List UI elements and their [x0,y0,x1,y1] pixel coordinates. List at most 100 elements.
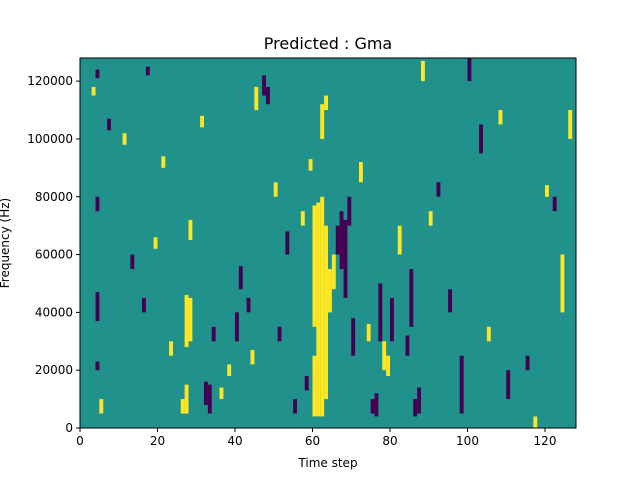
heatmap-cell-28 [250,349,255,365]
heatmap-cell-55 [370,399,375,414]
heatmap-cell-24 [227,364,232,376]
heatmap-cell-49 [339,211,344,270]
heatmap-cell-58 [382,341,387,371]
heatmap-cell-60 [390,297,394,342]
chart-title: Predicted : Gma [264,34,392,53]
heatmap-cell-21 [207,384,212,414]
heatmap-cell-73 [486,326,491,342]
heatmap-cell-27 [246,297,251,313]
heatmap-cell-57 [378,283,383,342]
heatmap-cell-69 [448,289,452,313]
plot-frame [79,57,577,429]
heatmap-cell-20 [204,381,208,405]
heatmap-cell-66 [421,60,425,82]
heatmap-cell-68 [436,182,441,197]
heatmap-cell-43 [324,225,328,400]
x-tick-label-6: 120 [534,434,557,448]
heatmap-cell-62 [405,335,410,356]
heatmap-cell-31 [266,86,270,105]
y-tick-label-1: 20000 [35,363,73,377]
heatmap-cell-61 [397,225,402,255]
heatmap-cell-63 [409,269,414,327]
heatmap-cell-75 [506,370,511,400]
heatmap-cell-16 [184,295,189,348]
heatmap-cell-81 [568,110,573,139]
plot-area [80,58,576,428]
heatmap-cell-50 [343,219,348,298]
y-axis: 0 20000 40000 60000 80000 100000 120000 [27,74,80,435]
heatmap-cell-71 [467,58,472,82]
heatmap-cell-79 [552,196,557,212]
heatmap-cell-52 [351,318,356,356]
heatmap-cell-26 [238,266,243,290]
heatmap-cell-42 [320,196,325,417]
y-tick-label-5: 100000 [27,132,73,146]
heatmap-cell-41 [316,202,321,417]
x-tick-label-4: 80 [382,434,397,448]
heatmap-cell-67 [428,211,433,226]
y-axis-label: Frequency (Hz) [0,198,12,289]
heatmap-cell-12 [161,156,166,168]
heatmap-cell-34 [285,231,290,255]
heatmap-cell-78 [545,185,549,197]
heatmap-cell-37 [304,375,309,391]
heatmap-cell-10 [145,66,150,76]
heatmap-cell-54 [366,323,371,342]
heatmap-cell-72 [479,124,483,154]
heatmap-cell-13 [169,341,173,356]
y-tick-label-2: 40000 [35,305,73,319]
x-tick-label-3: 60 [305,434,320,448]
heatmap-cell-11 [153,237,158,249]
heatmap-cell-38 [308,159,313,171]
heatmap-cell-76 [525,355,530,371]
heatmap-cell-14 [180,399,185,414]
heatmap-cell-77 [533,416,538,428]
heatmap-cell-35 [293,399,297,414]
heatmap-cell-22 [211,326,216,342]
heatmap-cell-4 [95,69,100,79]
heatmap-cell-1 [95,292,100,322]
heatmap-cell-46 [320,104,325,139]
heatmap-cell-23 [219,387,224,400]
heatmap-cell-59 [386,355,390,376]
heatmap-cells [91,58,573,428]
heatmap-cell-36 [300,211,305,226]
heatmap-cell-19 [200,115,204,128]
x-axis: 0 20 40 60 80 100 120 [76,428,556,448]
heatmap-cell-48 [335,225,340,255]
heatmap-cell-0 [95,196,100,212]
heatmap-cell-5 [99,399,104,414]
heatmap-cell-65 [417,387,421,414]
y-tick-label-6: 120000 [27,74,73,88]
heatmap-cell-74 [498,110,503,125]
heatmap-cell-45 [331,254,336,290]
y-tick-label-3: 60000 [35,248,73,262]
x-tick-label-0: 0 [76,434,84,448]
heatmap-cell-53 [359,162,363,183]
heatmap-cell-32 [273,182,278,197]
x-axis-label: Time step [297,456,357,470]
y-tick-label-4: 80000 [35,190,73,204]
heatmap-cell-17 [188,297,193,342]
x-tick-label-2: 40 [227,434,242,448]
x-tick-label-5: 100 [456,434,479,448]
y-tick-label-0: 0 [65,421,73,435]
heatmap-cell-9 [142,297,146,313]
heatmap-cell-8 [130,254,135,270]
heatmap-cell-29 [254,86,259,111]
heatmap-cell-80 [560,254,565,313]
heatmap-cell-7 [122,133,127,145]
heatmap-cell-51 [347,196,352,226]
heatmap-cell-18 [188,219,193,241]
heatmap-cell-40 [312,205,317,327]
heatmap-cell-15 [184,384,189,414]
heatmap-cell-33 [277,326,282,342]
heatmap-cell-3 [91,86,96,96]
heatmap-cell-30 [262,75,266,96]
heatmap-cell-44 [328,269,332,313]
heatmap-cell-70 [459,355,464,414]
heatmap-cell-56 [374,393,379,417]
heatmap-cell-47 [324,95,328,111]
heatmap-cell-2 [95,361,100,371]
